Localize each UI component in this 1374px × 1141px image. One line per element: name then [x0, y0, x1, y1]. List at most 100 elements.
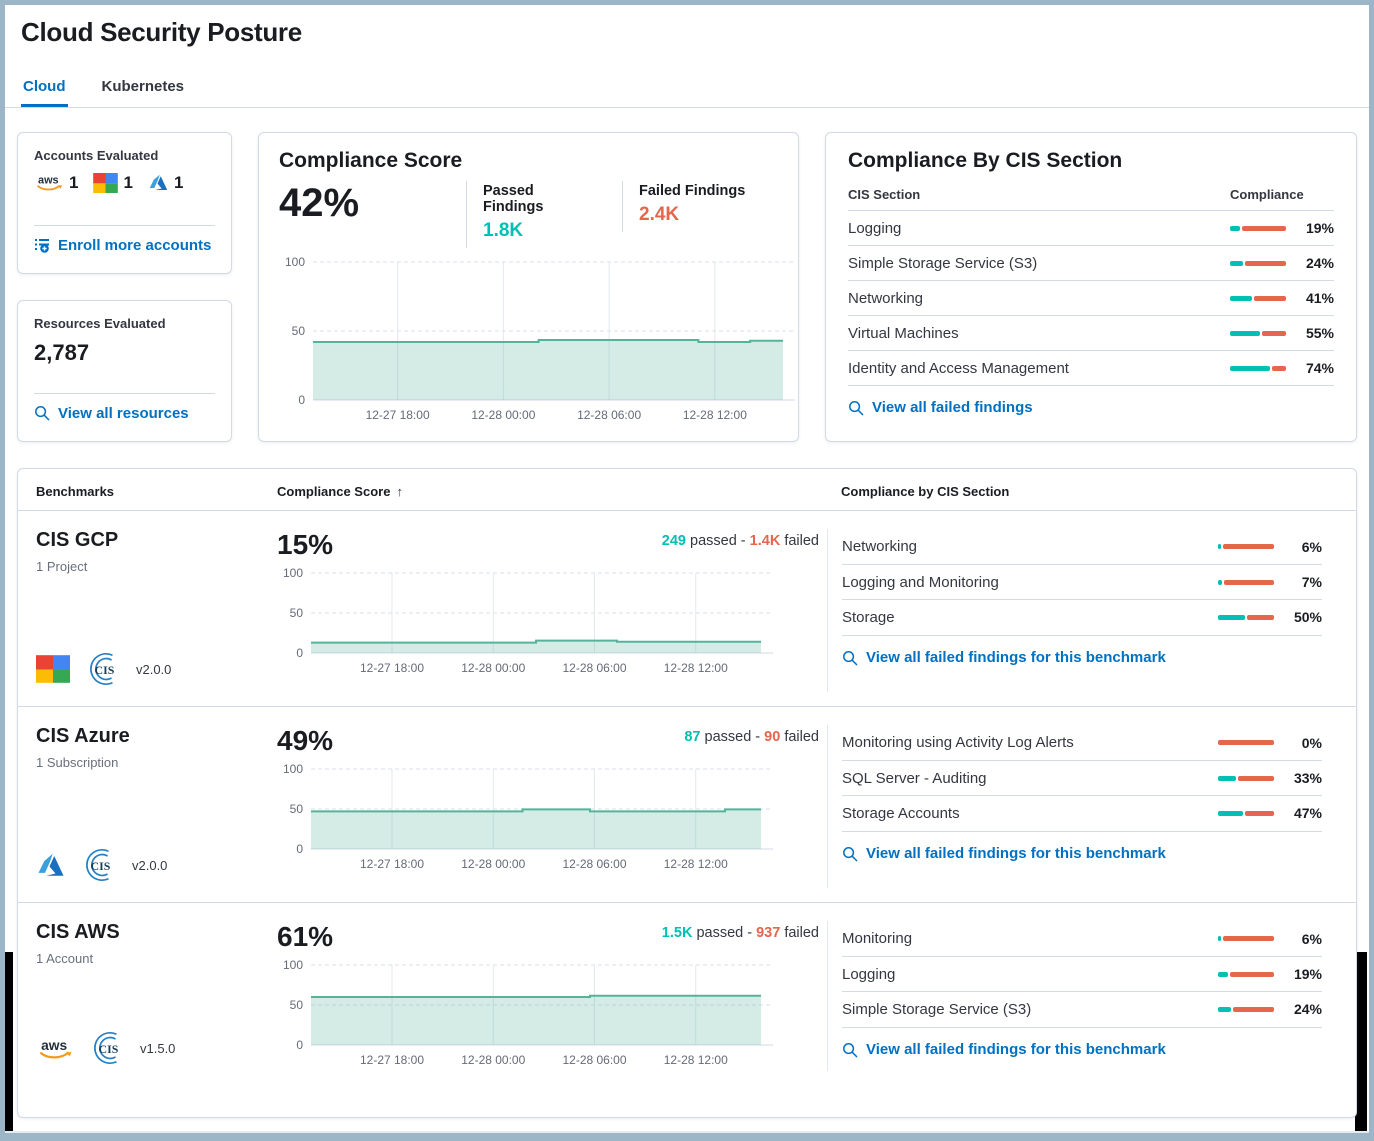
svg-text:12-28 12:00: 12-28 12:00: [664, 857, 728, 871]
tab-cloud[interactable]: Cloud: [21, 72, 68, 107]
svg-text:100: 100: [283, 566, 303, 580]
tabbar: Cloud Kubernetes: [5, 72, 1369, 108]
benchmark-trend-chart: 12-27 18:00 12-28 00:00 12-28 06:00 12-28 1…: [277, 566, 827, 679]
svg-text:50: 50: [290, 606, 304, 620]
view-all-resources-link[interactable]: View all resources: [34, 405, 189, 422]
resources-evaluated-card: Resources Evaluated 2,787 View all resou…: [17, 300, 232, 442]
benchmark-score: 15%: [277, 529, 334, 560]
sort-ascending-icon: ↑: [396, 484, 403, 499]
aws-logo: [36, 1036, 74, 1061]
benchmark-version: v1.5.0: [140, 1040, 176, 1056]
list-add-icon: [34, 237, 50, 253]
compliance-bar: [1218, 971, 1274, 977]
cis-row-logging: Logging 19%: [848, 210, 1334, 245]
compliance-bar: [1218, 810, 1274, 816]
svg-text:12-27 18:00: 12-27 18:00: [366, 408, 430, 422]
passed-failed-summary: 87 passed - 90 failed: [684, 729, 819, 745]
benchmark-subtitle: 1 Account: [36, 951, 94, 966]
svg-text:50: 50: [290, 998, 304, 1012]
cis-card-title: Compliance By CIS Section: [848, 149, 1123, 172]
accounts-card-title: Accounts Evaluated: [34, 148, 159, 163]
compliance-bar: [1218, 544, 1274, 549]
svg-text:12-28 00:00: 12-28 00:00: [471, 408, 535, 422]
cis-logo: [84, 650, 122, 688]
view-failed-findings-benchmark-link[interactable]: View all failed findings for this benchm…: [842, 845, 1166, 862]
section-row: Monitoring using Activity Log Alerts 0%: [842, 734, 1322, 751]
svg-text:12-28 06:00: 12-28 06:00: [562, 857, 626, 871]
tab-kubernetes[interactable]: Kubernetes: [101, 78, 185, 95]
passed-failed-summary: 1.5K passed - 937 failed: [661, 925, 819, 941]
compliance-bar: [1230, 365, 1286, 371]
benchmark-trend-chart: 12-27 18:00 12-28 00:00 12-28 06:00 12-28 1…: [277, 762, 827, 875]
failed-findings-value: 2.4K: [639, 204, 680, 225]
benchmarks-column-header: Benchmarks: [36, 484, 115, 499]
svg-text:12-27 18:00: 12-27 18:00: [360, 857, 424, 871]
aws-account-count: 1: [34, 173, 78, 193]
compliance-bar: [1230, 295, 1286, 301]
svg-text:0: 0: [296, 842, 303, 856]
svg-text:100: 100: [283, 762, 303, 776]
svg-text:12-28 12:00: 12-28 12:00: [683, 408, 747, 422]
benchmark-version: v2.0.0: [136, 661, 172, 677]
azure-logo: [148, 172, 169, 193]
benchmark-name: CIS GCP: [36, 529, 119, 551]
benchmark-row-cis-aws: CIS AWS 1 Account v1.5.0 61% 1.5K passed…: [18, 903, 1356, 1115]
page-header: Cloud Security Posture: [5, 5, 1369, 48]
compliance-score-sort-header[interactable]: Compliance Score ↑: [277, 484, 403, 499]
benchmark-score: 49%: [277, 725, 334, 756]
enroll-more-accounts-link[interactable]: Enroll more accounts: [34, 237, 211, 254]
failed-findings-stat: Failed Findings 2.4K: [622, 181, 750, 232]
svg-text:0: 0: [296, 646, 303, 660]
cis-row-s3: Simple Storage Service (S3) 24%: [848, 245, 1334, 280]
compliance-bar: [1218, 740, 1274, 745]
cis-logo: [80, 846, 118, 884]
svg-text:12-28 12:00: 12-28 12:00: [664, 661, 728, 675]
benchmark-trend-chart: 12-27 18:00 12-28 00:00 12-28 06:00 12-28 1…: [277, 958, 827, 1071]
benchmark-row-cis-azure: CIS Azure 1 Subscription v2.0.0 49% 87 p…: [18, 707, 1356, 903]
benchmark-version: v2.0.0: [132, 857, 168, 873]
gcp-account-count: 1: [93, 172, 133, 193]
svg-text:100: 100: [285, 255, 305, 269]
compliance-score-title: Compliance Score: [279, 149, 463, 172]
svg-text:100: 100: [283, 958, 303, 972]
resources-count: 2,787: [34, 340, 90, 365]
passed-findings-value: 1.8K: [483, 220, 524, 241]
benchmark-subtitle: 1 Subscription: [36, 755, 119, 770]
compliance-score-card: Compliance Score 42% Passed Findings 1.8…: [258, 132, 799, 442]
gcp-logo: [93, 173, 118, 193]
compliance-bar: [1230, 225, 1286, 231]
letterbox-left: [5, 952, 13, 1133]
compliance-bar: [1218, 614, 1274, 620]
compliance-by-cis-section-card: Compliance By CIS Section CIS Section Co…: [825, 132, 1357, 442]
aws-logo: [34, 173, 64, 192]
svg-text:0: 0: [296, 1038, 303, 1052]
search-icon: [34, 405, 50, 421]
svg-text:50: 50: [290, 802, 304, 816]
compliance-bar: [1218, 936, 1274, 941]
benchmarks-table-card: Benchmarks Compliance Score ↑ Compliance …: [17, 468, 1357, 1118]
benchmark-subtitle: 1 Project: [36, 559, 88, 574]
section-row: SQL Server - Auditing 33%: [842, 760, 1322, 795]
benchmark-row-cis-gcp: CIS GCP 1 Project v2.0.0 15% 249 passed …: [18, 511, 1356, 707]
letterbox-right: [1355, 952, 1367, 1133]
cis-table-header: CIS Section Compliance: [848, 187, 1304, 202]
passed-findings-stat: Passed Findings 1.8K: [466, 181, 594, 248]
benchmark-name: CIS AWS: [36, 921, 120, 943]
compliance-bar: [1218, 1006, 1274, 1012]
section-row: Logging and Monitoring 7%: [842, 564, 1322, 599]
svg-text:12-28 00:00: 12-28 00:00: [461, 1053, 525, 1067]
search-icon: [842, 650, 858, 666]
sections-column-header: Compliance by CIS Section: [841, 484, 1010, 499]
svg-text:12-28 06:00: 12-28 06:00: [562, 1053, 626, 1067]
view-all-failed-findings-link[interactable]: View all failed findings: [848, 399, 1033, 416]
compliance-trend-chart: 12-27 18:00 12-28 00:00 12-28 06:00 12-28 1…: [279, 254, 795, 426]
svg-text:12-28 06:00: 12-28 06:00: [577, 408, 641, 422]
view-failed-findings-benchmark-link[interactable]: View all failed findings for this benchm…: [842, 649, 1166, 666]
section-row: Networking 6%: [842, 538, 1322, 555]
section-row: Storage 50%: [842, 599, 1322, 634]
view-failed-findings-benchmark-link[interactable]: View all failed findings for this benchm…: [842, 1041, 1166, 1058]
svg-text:12-28 00:00: 12-28 00:00: [461, 857, 525, 871]
section-row: Logging 19%: [842, 956, 1322, 991]
accounts-evaluated-card: Accounts Evaluated 1 1 1: [17, 132, 232, 274]
